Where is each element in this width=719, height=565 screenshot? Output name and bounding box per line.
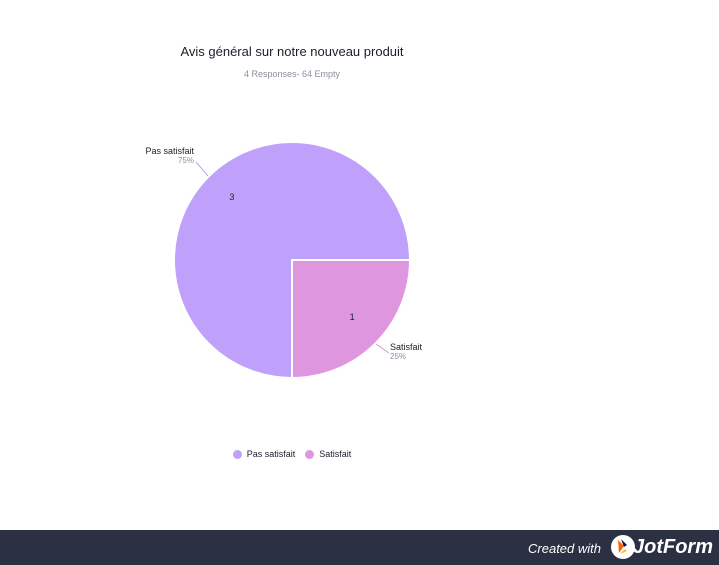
slice-percent-label-satisfait: 25% [390, 352, 406, 361]
legend-swatch-pas-satisfait [232, 449, 242, 459]
pie-slice-satisfait[interactable] [291, 259, 412, 380]
slice-category-label-pas-satisfait: Pas satisfait [145, 146, 194, 156]
slice-percent-label-pas-satisfait: 75% [178, 156, 194, 165]
slice-value-label-satisfait: 1 [350, 312, 355, 322]
legend-swatch-satisfait [305, 449, 315, 459]
slice-category-label-satisfait: Satisfait [390, 342, 423, 352]
chart-legend: Pas satisfait Satisfait [0, 449, 584, 459]
leader-line-pas-satisfait [195, 161, 209, 177]
chart-title: Avis général sur notre nouveau produit [180, 44, 404, 59]
created-with-text: Created with [528, 541, 601, 556]
jotform-logo-icon [611, 535, 635, 559]
slice-value-label-pas-satisfait: 3 [229, 192, 234, 202]
chart-subtitle: 4 Responses- 64 Empty [243, 69, 341, 79]
legend-item-pas-satisfait[interactable]: Pas satisfait [232, 449, 296, 459]
leader-line-satisfait [375, 343, 390, 354]
legend-item-satisfait[interactable]: Satisfait [305, 449, 351, 459]
legend-label-satisfait: Satisfait [319, 449, 352, 459]
footer-bar: Created with JotForm [0, 530, 719, 565]
pie-slice-pas-satisfait[interactable] [173, 141, 412, 380]
jotform-brand[interactable]: JotForm [633, 536, 713, 558]
legend-label-pas-satisfait: Pas satisfait [246, 449, 296, 459]
